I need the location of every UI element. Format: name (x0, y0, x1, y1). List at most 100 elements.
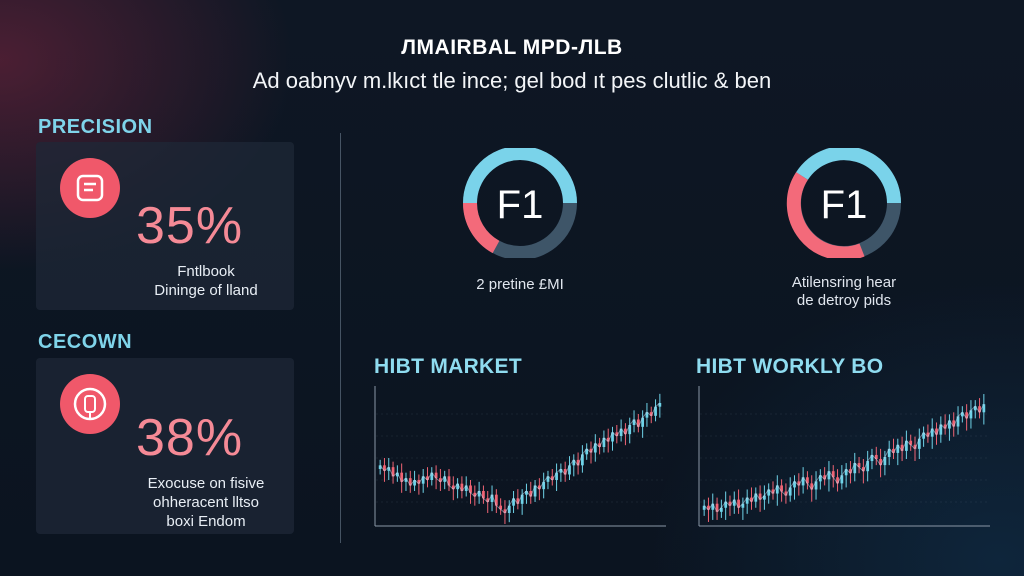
candle-body (413, 480, 416, 486)
candle-body (711, 503, 715, 510)
ring-2-caption-line-1: Atilensring hear (791, 274, 897, 291)
candle-body (658, 403, 662, 407)
candle-body (797, 481, 801, 486)
candle-body (715, 503, 719, 512)
candle-body (589, 448, 593, 453)
cecown-caption-line-1: Exocuse on fisive (147, 475, 265, 492)
candle-body (645, 412, 649, 418)
ring-2-caption: Atilensring hear de detroy pids (744, 274, 944, 310)
candle-body (649, 412, 653, 416)
candle-body (840, 475, 844, 484)
candle-body (754, 493, 758, 502)
candle-body (728, 501, 732, 506)
candle-body (464, 485, 468, 491)
candle-body (503, 509, 507, 513)
precision-value: 35% (136, 197, 244, 255)
candle-body (978, 406, 981, 413)
candle-body (473, 492, 477, 497)
candle-body (810, 483, 814, 490)
candle-body (611, 432, 614, 442)
candle-body (952, 420, 956, 427)
candle-body (542, 481, 546, 490)
candle-body (568, 465, 571, 475)
candle-body (606, 437, 610, 442)
candle-body (383, 465, 386, 471)
candle-body (883, 456, 887, 466)
candle-body (404, 478, 408, 482)
candle-body (879, 459, 882, 466)
candle-body (960, 412, 964, 417)
cecown-caption-line-2: ohheracent lltso (153, 494, 259, 511)
candle-body (430, 472, 434, 480)
candle-body (870, 454, 874, 462)
candle-body (732, 499, 736, 506)
precision-caption: Fntlbook Dininge of lland (126, 262, 286, 300)
candle-body (632, 419, 636, 425)
candle-body (831, 471, 835, 478)
candle-body (598, 443, 601, 447)
candle-body (866, 461, 870, 472)
candle-body (793, 481, 796, 488)
candle-body (788, 487, 792, 496)
candle-body (935, 428, 938, 435)
candle-body (516, 498, 520, 504)
candle-body (469, 485, 472, 493)
price-line (379, 402, 661, 514)
candle-body (905, 440, 908, 451)
cecown-caption-line-3: boxi Endom (166, 513, 246, 530)
candle-body (982, 404, 986, 413)
candle-body (546, 476, 550, 482)
ring-chart-2: F1 (786, 148, 901, 258)
candle-body (550, 476, 554, 480)
candle-body (451, 485, 455, 490)
candle-body (434, 472, 438, 479)
panel-divider (340, 133, 341, 543)
candle-body (814, 481, 818, 490)
candle-body (861, 467, 865, 472)
ring-1-primary-arc (463, 148, 577, 204)
cecown-caption: Exocuse on fisive ohheracent lltso boxi … (116, 474, 296, 531)
candle-body (763, 495, 766, 500)
candle-body (486, 498, 490, 502)
candle-body (926, 432, 930, 437)
candle-body (529, 491, 533, 497)
candle-body (806, 477, 809, 484)
candle-body (874, 454, 878, 460)
candle-body (408, 478, 412, 486)
candle-body (482, 491, 485, 499)
candle-body (913, 444, 917, 449)
candle-body (602, 437, 606, 447)
candle-body (973, 406, 977, 411)
ring-2-caption-line-2: de detroy pids (796, 292, 892, 309)
candle-body (930, 428, 934, 437)
candle-body (520, 494, 524, 504)
candle-body (896, 444, 900, 453)
candle-body (555, 472, 558, 480)
candlestick-chart-1 (374, 386, 666, 527)
candle-body (421, 476, 425, 484)
candle-body (512, 498, 515, 506)
candle-body (917, 438, 921, 449)
candle-body (537, 485, 541, 490)
ring-2-primary-arc (796, 148, 901, 204)
candle-body (439, 478, 442, 482)
candle-body (378, 465, 382, 469)
candle-body (559, 469, 563, 473)
candle-body (456, 483, 459, 490)
candle-body (922, 432, 925, 439)
candle-body (628, 425, 632, 435)
candle-body (784, 491, 788, 496)
candle-body (724, 501, 728, 508)
chart-2-title: HIBT WORKLY BO (696, 355, 884, 378)
candle-body (767, 489, 771, 496)
candle-body (948, 420, 951, 429)
candle-body (391, 467, 395, 477)
candle-body (943, 424, 947, 429)
candle-body (572, 459, 576, 466)
precision-caption-line-2: Dininge of lland (154, 282, 258, 299)
candle-body (525, 491, 528, 495)
candle-body (758, 493, 762, 500)
cecown-card: 38% Exocuse on fisive ohheracent lltso b… (36, 358, 294, 534)
candlestick-chart-2 (698, 386, 990, 527)
candle-body (387, 467, 391, 471)
